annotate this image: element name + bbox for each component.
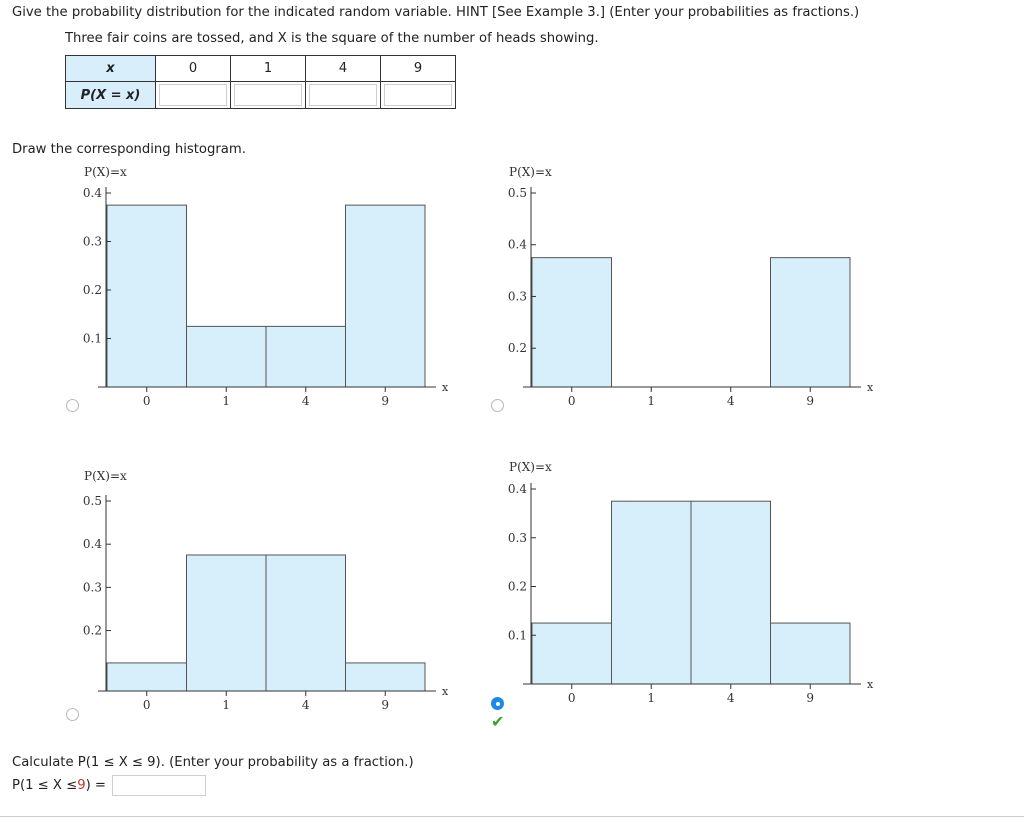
histogram-option-1-radio[interactable] [66, 399, 79, 412]
x-tick-label: 0 [143, 394, 151, 408]
histogram-bar-4 [690, 500, 771, 685]
x-tick-label: 9 [381, 394, 389, 408]
x-tick-label: 1 [647, 394, 655, 408]
x-tick-label: 4 [302, 698, 310, 712]
y-tick-label: 0.3 [508, 531, 527, 545]
correct-check-icon: ✔ [491, 712, 505, 731]
histogram-bar-0 [106, 662, 187, 692]
y-tick-label: 0.2 [508, 580, 527, 594]
y-tick-label: 0.2 [508, 341, 527, 355]
x-tick-label: 4 [727, 691, 735, 705]
probability-cell-9 [380, 81, 456, 109]
x-row: x 0 1 4 9 [65, 55, 456, 82]
y-tick-label: 0.3 [508, 289, 527, 303]
calc-suffix: ) = [85, 778, 106, 793]
y-tick-label: 0.1 [83, 332, 102, 346]
radio-button-selected[interactable] [491, 697, 504, 710]
x-header: x [65, 55, 156, 82]
probability-cell-4 [305, 81, 381, 109]
histogram-bar-1 [186, 325, 267, 388]
x-tick-label: 1 [222, 698, 230, 712]
x-tick-label: 0 [568, 394, 576, 408]
histogram-option-2-radio[interactable] [491, 399, 504, 412]
x-axis-label: x [867, 381, 874, 394]
x-tick-label: 9 [806, 691, 814, 705]
radio-button[interactable] [491, 399, 504, 412]
y-tick-label: 0.2 [83, 283, 102, 297]
x-value-4: 4 [305, 55, 381, 82]
x-tick-label: 4 [302, 394, 310, 408]
y-tick-label: 0.5 [508, 186, 527, 200]
radio-button[interactable] [66, 708, 79, 721]
x-tick-label: 9 [806, 394, 814, 408]
y-tick-label: 0.5 [83, 494, 102, 508]
histogram-option-3: P(X)=x x 0.2 0.3 0.4 0.5 0 1 4 9 [83, 469, 449, 712]
y-axis-label: P(X)=x [509, 460, 552, 474]
x-axis-label: x [442, 685, 449, 698]
histogram-bar-4 [265, 554, 346, 692]
x-tick-label: 0 [568, 691, 576, 705]
radio-button[interactable] [66, 399, 79, 412]
histogram-bar-0 [106, 204, 187, 388]
probability-input-9[interactable] [384, 84, 452, 106]
y-tick-label: 0.3 [83, 235, 102, 249]
calculate-answer-input[interactable] [111, 775, 206, 796]
histogram-bar-9 [345, 204, 426, 388]
calculate-question-text: Calculate P(1 ≤ X ≤ 9). (Enter your prob… [12, 755, 414, 770]
x-value-1: 1 [230, 55, 306, 82]
y-tick-label: 0.4 [83, 186, 102, 200]
probability-cell-1 [230, 81, 306, 109]
distribution-table: x 0 1 4 9 P(X = x) [65, 55, 456, 109]
y-tick-label: 0.4 [508, 482, 527, 496]
y-axis-label: P(X)=x [84, 165, 127, 179]
x-tick-label: 9 [381, 698, 389, 712]
probability-row: P(X = x) [65, 81, 456, 109]
x-tick-label: 1 [222, 394, 230, 408]
y-axis-label: P(X)=x [84, 469, 127, 483]
histogram-option-4: P(X)=x x 0.1 0.2 0.3 0.4 0 1 4 9 [508, 460, 874, 705]
y-tick-label: 0.3 [83, 580, 102, 594]
probability-input-1[interactable] [234, 84, 302, 106]
histogram-bar-9 [770, 622, 851, 685]
probability-input-0[interactable] [159, 84, 227, 106]
x-axis-label: x [867, 678, 874, 691]
y-tick-label: 0.4 [508, 238, 527, 252]
histogram-bar-0 [531, 622, 612, 685]
x-tick-label: 1 [647, 691, 655, 705]
x-tick-label: 0 [143, 698, 151, 712]
calc-prefix: P(1 ≤ X ≤ [12, 778, 78, 793]
histogram-option-1: P(X)=x x 0.1 0.2 0.3 0.4 0 1 4 9 [83, 165, 449, 408]
y-tick-label: 0.4 [83, 537, 102, 551]
histogram-bar-1 [186, 554, 267, 692]
x-value-0: 0 [155, 55, 231, 82]
calculate-answer-row: P(1 ≤ X ≤ 9) = [12, 775, 206, 796]
y-tick-label: 0.2 [83, 624, 102, 638]
y-tick-label: 0.1 [508, 628, 527, 642]
x-value-9: 9 [380, 55, 456, 82]
histogram-option-2: P(X)=x x 0.2 0.3 0.4 0.5 0 1 4 9 [508, 165, 874, 408]
x-tick-label: 4 [727, 394, 735, 408]
problem-statement: Three fair coins are tossed, and X is th… [65, 31, 599, 46]
probability-input-4[interactable] [309, 84, 377, 106]
bottom-divider [0, 816, 1024, 817]
probability-cell-0 [155, 81, 231, 109]
draw-histogram-label: Draw the corresponding histogram. [12, 142, 246, 157]
y-axis-label: P(X)=x [509, 165, 552, 179]
histogram-bar-1 [611, 500, 692, 685]
probability-header: P(X = x) [65, 81, 156, 109]
histogram-bar-9 [770, 257, 851, 388]
histogram-option-3-radio[interactable] [66, 708, 79, 721]
histogram-bar-9 [345, 662, 426, 692]
histogram-option-4-radio[interactable] [491, 697, 504, 710]
histogram-bar-0 [531, 257, 612, 388]
calc-upper-bound: 9 [77, 778, 86, 793]
histogram-bar-4 [265, 325, 346, 388]
x-axis-label: x [442, 381, 449, 394]
instruction-text: Give the probability distribution for th… [12, 5, 860, 20]
calculate-question: Calculate P(1 ≤ X ≤ 9). (Enter your prob… [12, 755, 414, 770]
